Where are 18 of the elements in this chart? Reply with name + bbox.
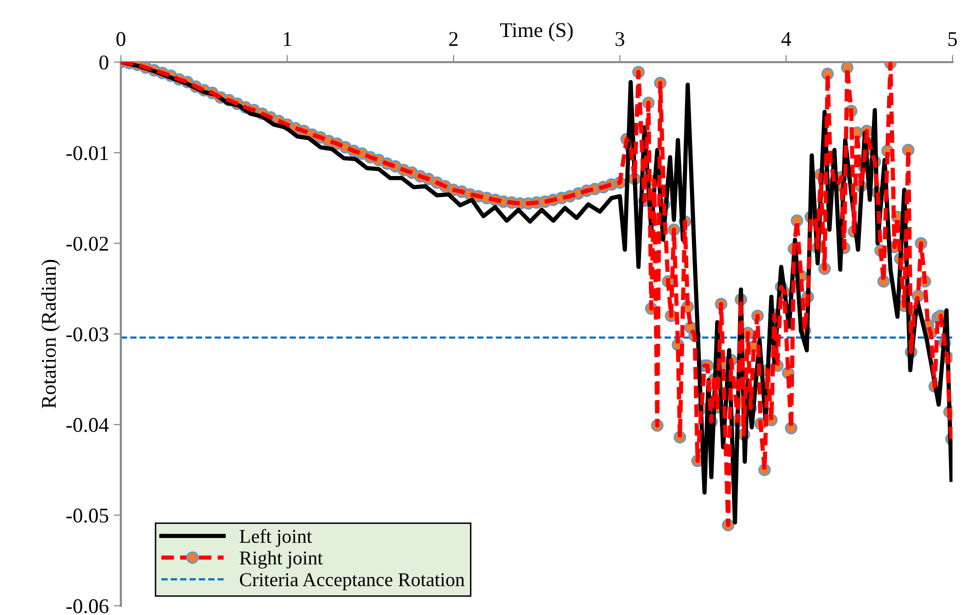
legend-label: Criteria Acceptance Rotation xyxy=(240,573,465,590)
x-tick-label: 3 xyxy=(616,32,624,46)
y-tick-label: 0 xyxy=(99,55,108,70)
legend-label: Left joint xyxy=(240,529,312,547)
y-tick-label: -0.02 xyxy=(66,236,108,251)
y-tick-label: -0.01 xyxy=(66,146,108,160)
x-tick-label: 2 xyxy=(449,32,458,46)
y-tick-label: -0.04 xyxy=(66,418,109,432)
y-tick-label: -0.06 xyxy=(66,599,108,614)
x-axis-title: Time (S) xyxy=(500,22,573,42)
y-tick-label: -0.05 xyxy=(66,508,108,523)
y-tick-label: -0.03 xyxy=(66,327,108,342)
x-tick-label: 0 xyxy=(116,32,126,46)
y-axis-title: Rotation (Radian) xyxy=(41,260,60,408)
x-tick-label: 1 xyxy=(284,32,292,46)
x-tick-label: 5 xyxy=(948,32,957,46)
x-tick-label: 4 xyxy=(781,32,792,46)
legend-label: Right joint xyxy=(240,550,323,569)
